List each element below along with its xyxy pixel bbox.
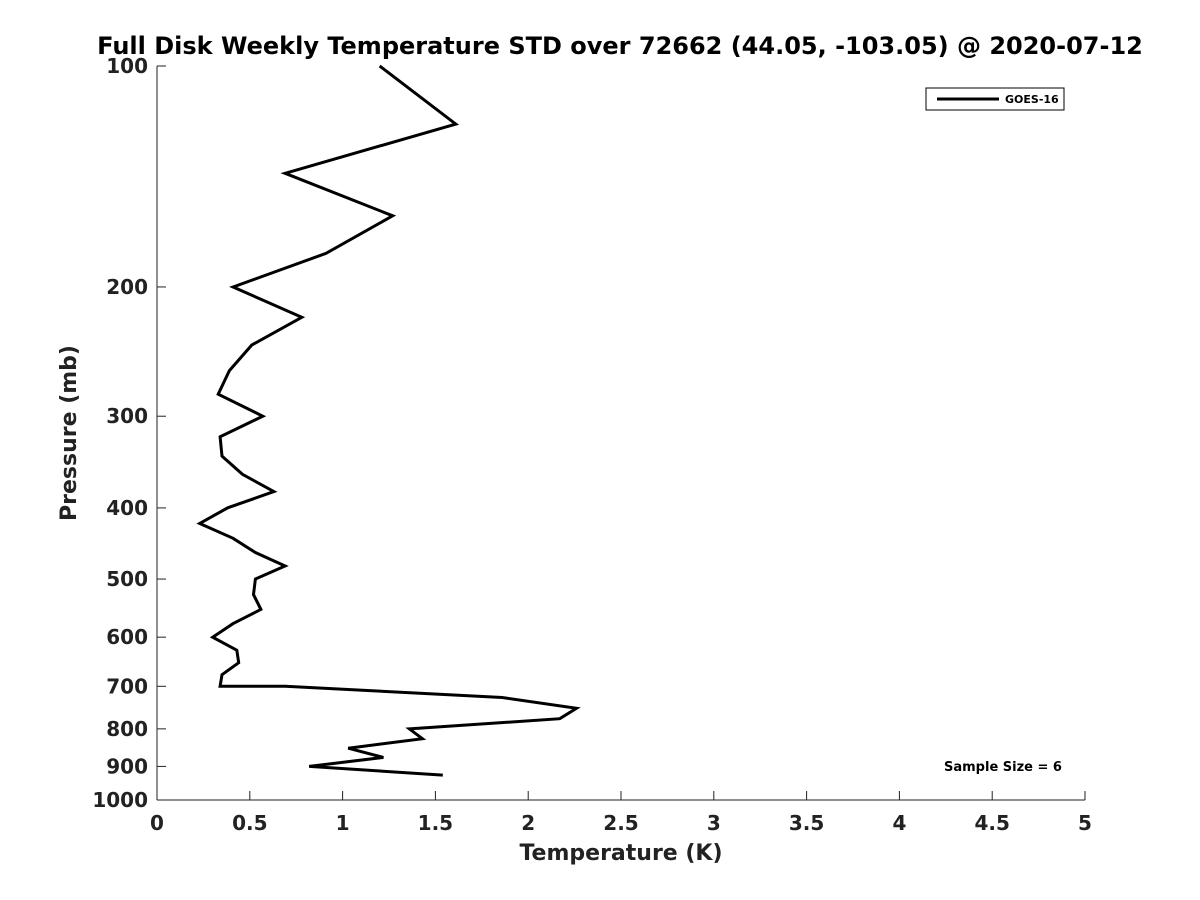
x-axis-label: Temperature (K): [519, 841, 722, 866]
y-tick-label: 200: [106, 275, 148, 299]
x-tick-label: 2: [521, 811, 535, 835]
legend: GOES-16: [925, 87, 1065, 111]
chart-title: Full Disk Weekly Temperature STD over 72…: [97, 32, 1143, 60]
series-line-goes-16: [196, 64, 581, 777]
x-tick-label: 2.5: [603, 811, 638, 835]
x-tick-label: 4: [892, 811, 906, 835]
x-tick-label: 1: [336, 811, 350, 835]
legend-label-goes-16: GOES-16: [1005, 93, 1059, 106]
x-tick-label: 0.5: [232, 811, 267, 835]
y-tick-label: 800: [106, 717, 148, 741]
y-tick-label: 400: [106, 496, 148, 520]
y-axis-label: Pressure (mb): [57, 345, 82, 521]
y-tick-label: 1000: [92, 788, 148, 812]
x-tick-label: 0: [150, 811, 164, 835]
y-tick-label: 500: [106, 567, 148, 591]
sample-size-annotation: Sample Size = 6: [944, 760, 1062, 775]
y-axis-ticks: 100 200 300 400 500 600 700 800 900 1000: [92, 54, 166, 812]
y-tick-label: 100: [106, 54, 148, 78]
x-tick-label: 4.5: [974, 811, 1009, 835]
x-tick-label: 5: [1078, 811, 1092, 835]
x-axis-ticks: 0 0.5 1 1.5 2 2.5 3 3.5 4 4.5 5: [150, 791, 1092, 835]
y-tick-label: 700: [106, 674, 148, 698]
x-tick-label: 1.5: [418, 811, 453, 835]
x-tick-label: 3.5: [789, 811, 824, 835]
x-tick-label: 3: [707, 811, 721, 835]
y-tick-label: 600: [106, 625, 148, 649]
series-layer: [196, 64, 581, 777]
y-tick-label: 300: [106, 404, 148, 428]
y-tick-label: 900: [106, 754, 148, 778]
